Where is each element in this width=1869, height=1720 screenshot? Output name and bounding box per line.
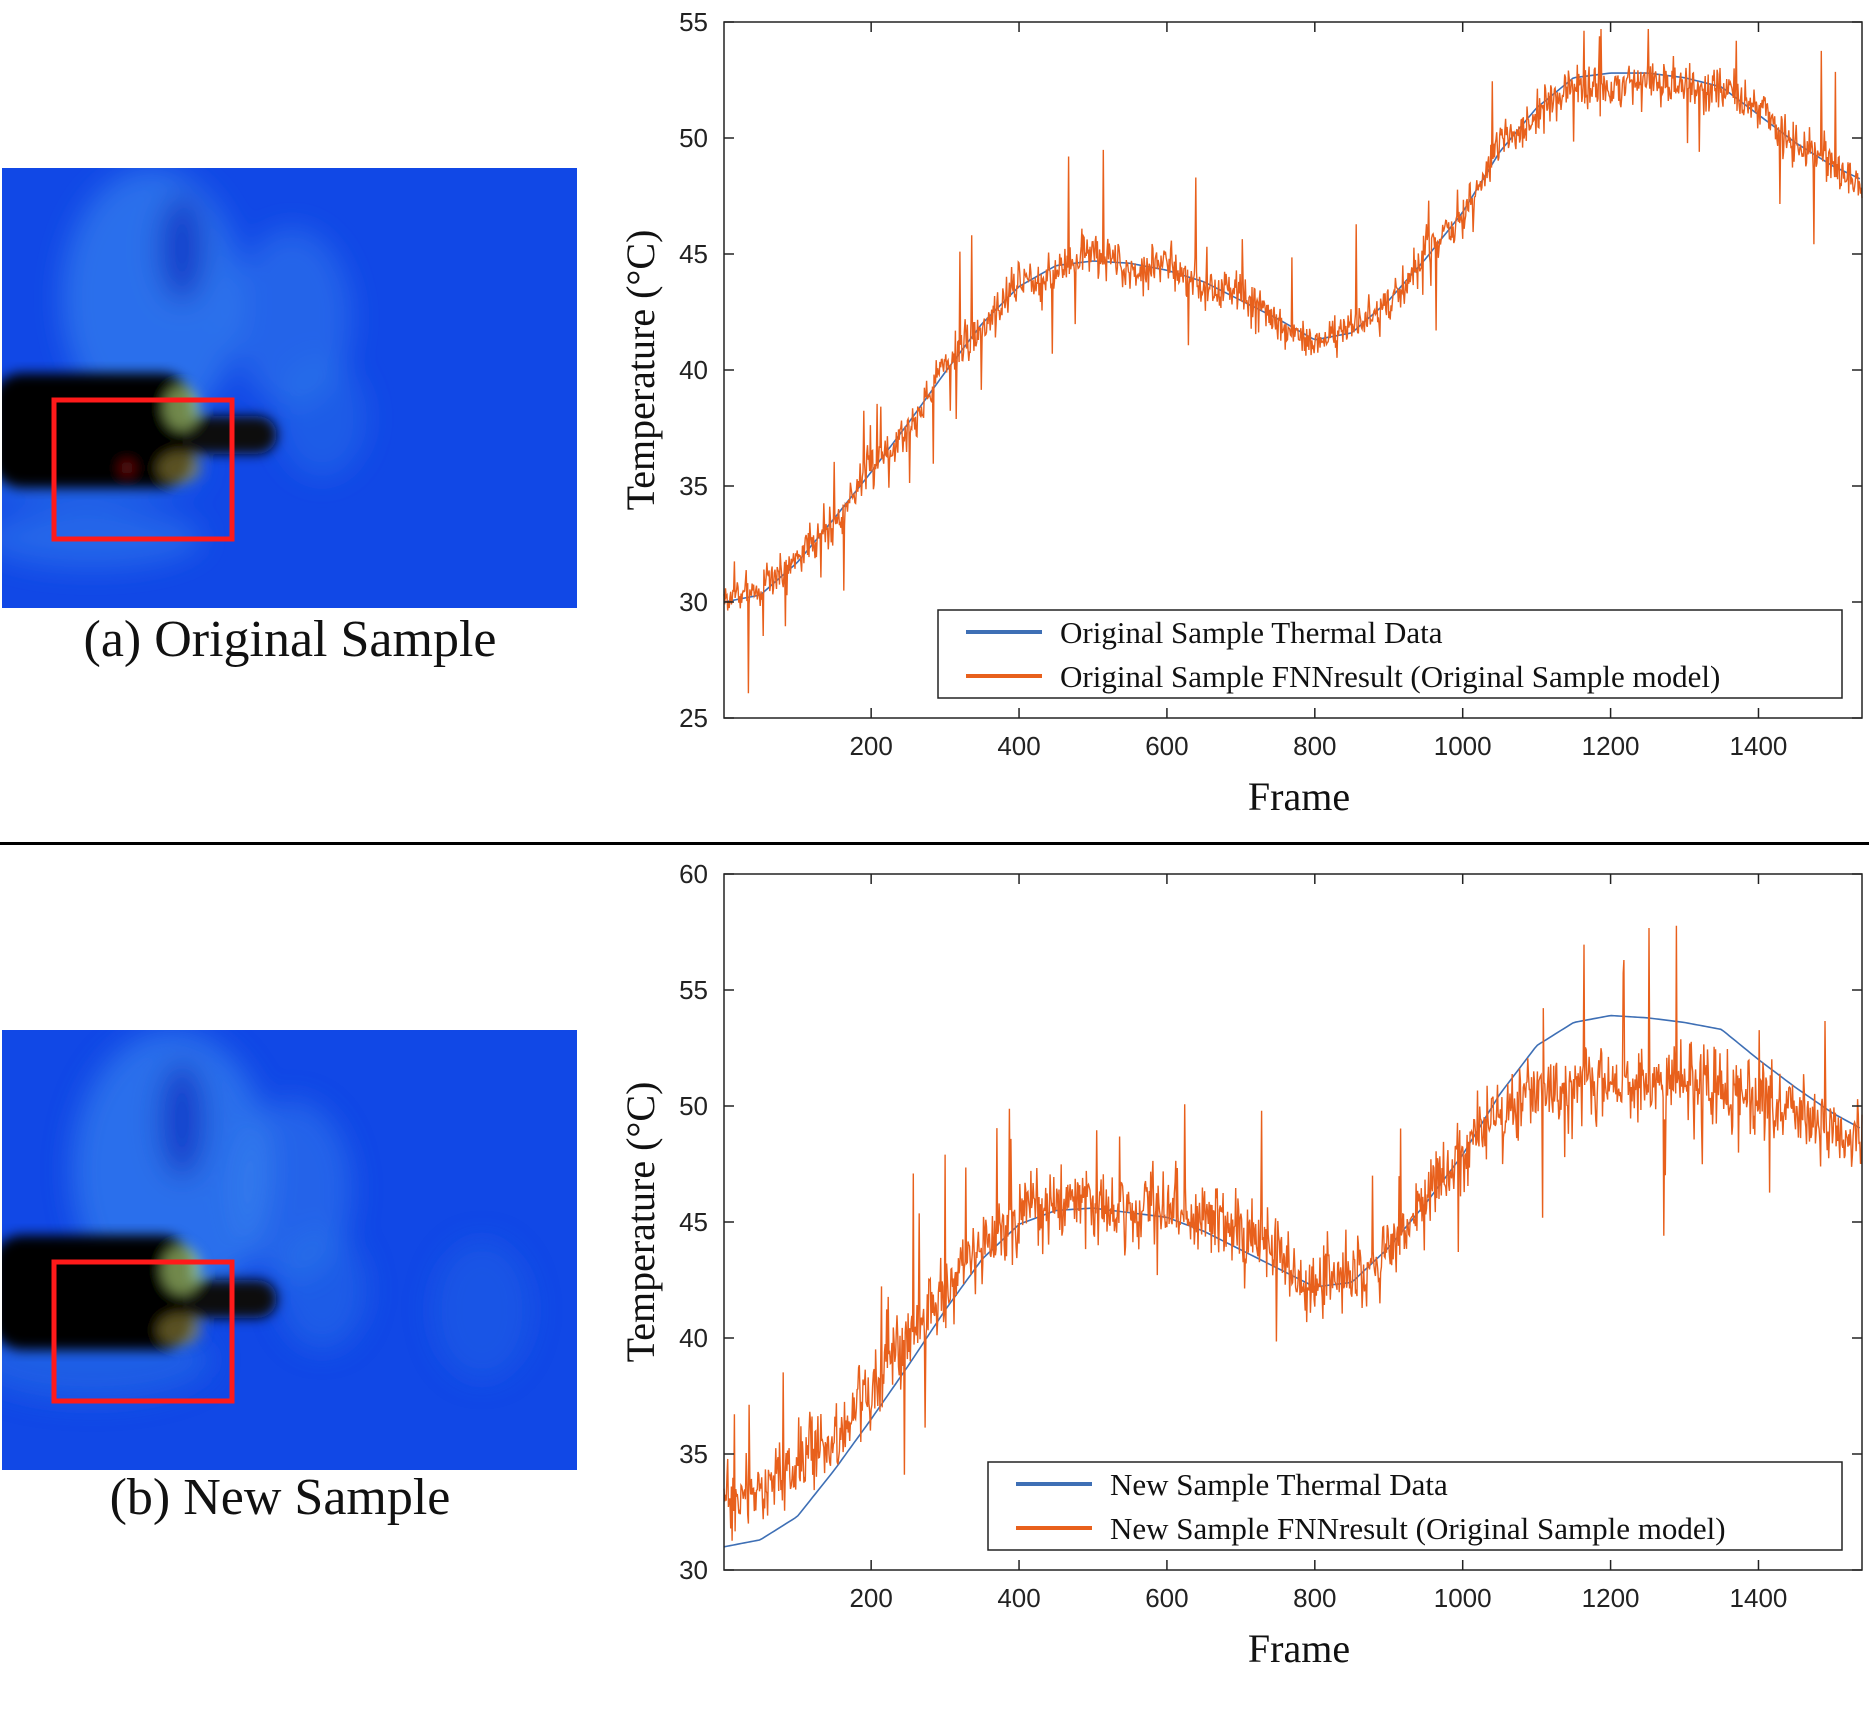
legend-label: Original Sample Thermal Data [1060, 615, 1443, 650]
x-tick-label: 1400 [1730, 731, 1788, 761]
y-axis-label: Temperature (°C) [618, 1082, 663, 1363]
caption-new-sample: (b) New Sample [109, 1469, 451, 1526]
legend-label: New Sample FNNresult (Original Sample mo… [1110, 1511, 1726, 1546]
x-axis-label: Frame [1248, 774, 1350, 819]
y-tick-label: 50 [679, 1091, 708, 1121]
legend: Original Sample Thermal Data Original Sam… [937, 609, 1843, 699]
y-tick-label: 40 [679, 1323, 708, 1353]
x-tick-label: 600 [1145, 1583, 1188, 1613]
y-tick-label: 45 [679, 239, 708, 269]
series-line-fnn-result [723, 28, 1863, 694]
y-axis-label: Temperature (°C) [618, 230, 663, 511]
series-line-thermal-data [723, 72, 1861, 603]
legend: New Sample Thermal Data New Sample FNNres… [987, 1461, 1843, 1551]
y-tick-label: 60 [679, 859, 708, 889]
y-tick-label: 55 [679, 975, 708, 1005]
y-tick-label: 30 [679, 1555, 708, 1585]
x-tick-label: 1000 [1434, 1583, 1492, 1613]
plot-area [723, 28, 1863, 694]
series-line-fnn-result [723, 925, 1863, 1541]
legend-box [987, 1461, 1843, 1551]
y-tick-label: 55 [679, 7, 708, 37]
legend-box [937, 609, 1843, 699]
x-tick-label: 400 [997, 731, 1040, 761]
panel-divider [0, 842, 1869, 845]
y-tick-label: 50 [679, 123, 708, 153]
legend-label: Original Sample FNNresult (Original Samp… [1060, 659, 1720, 694]
x-tick-label: 400 [997, 1583, 1040, 1613]
y-tick-label: 25 [679, 703, 708, 733]
x-tick-label: 1400 [1730, 1583, 1788, 1613]
legend-label: New Sample Thermal Data [1110, 1467, 1448, 1502]
y-tick-label: 40 [679, 355, 708, 385]
x-tick-label: 200 [849, 1583, 892, 1613]
x-tick-label: 1200 [1582, 731, 1640, 761]
chart-original-sample: 25 30 35 40 45 50 55 200 400 600 800 1000 1200 1400 Fr… [618, 7, 1863, 819]
chart-new-sample: 30 35 40 45 50 55 60 200 400 600 800 1000 1200 1400 Fr… [618, 859, 1863, 1671]
y-tick-label: 30 [679, 587, 708, 617]
x-tick-label: 600 [1145, 731, 1188, 761]
thermal-image-new [0, 1030, 577, 1470]
thermal-image-original [0, 168, 577, 608]
y-tick-label: 35 [679, 471, 708, 501]
plot-area [723, 925, 1863, 1548]
x-tick-label: 1000 [1434, 731, 1492, 761]
y-tick-label: 35 [679, 1439, 708, 1469]
x-tick-label: 200 [849, 731, 892, 761]
x-tick-label: 1200 [1582, 1583, 1640, 1613]
caption-original-sample: (a) Original Sample [83, 611, 497, 668]
y-tick-label: 45 [679, 1207, 708, 1237]
x-axis-label: Frame [1248, 1626, 1350, 1671]
x-tick-label: 800 [1293, 1583, 1336, 1613]
x-tick-label: 800 [1293, 731, 1336, 761]
